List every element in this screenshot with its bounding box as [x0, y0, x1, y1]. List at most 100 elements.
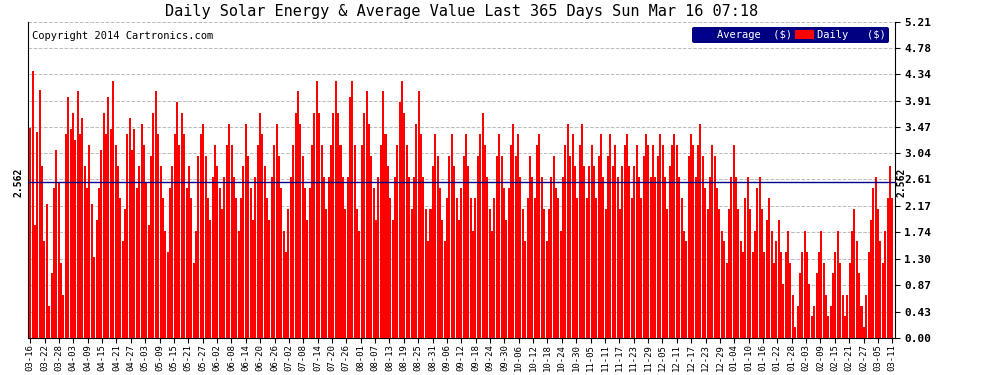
- Bar: [809, 284, 811, 338]
- Bar: [821, 231, 823, 338]
- Bar: [465, 134, 467, 338]
- Bar: [510, 145, 512, 338]
- Bar: [649, 177, 651, 338]
- Bar: [626, 134, 628, 338]
- Bar: [100, 150, 102, 338]
- Bar: [622, 166, 624, 338]
- Bar: [299, 123, 301, 338]
- Bar: [261, 134, 263, 338]
- Bar: [472, 231, 474, 338]
- Bar: [721, 231, 723, 338]
- Bar: [501, 156, 503, 338]
- Bar: [719, 209, 721, 338]
- Bar: [641, 198, 643, 338]
- Bar: [115, 145, 117, 338]
- Bar: [830, 306, 832, 338]
- Bar: [848, 263, 850, 338]
- Bar: [323, 177, 325, 338]
- Bar: [259, 113, 261, 338]
- Bar: [415, 123, 418, 338]
- Bar: [450, 134, 452, 338]
- Bar: [816, 273, 818, 338]
- Bar: [486, 177, 488, 338]
- Bar: [207, 198, 209, 338]
- Bar: [292, 145, 294, 338]
- Bar: [183, 134, 185, 338]
- Bar: [226, 145, 228, 338]
- Bar: [602, 177, 604, 338]
- Bar: [188, 166, 190, 338]
- Bar: [773, 263, 775, 338]
- Bar: [775, 242, 777, 338]
- Bar: [782, 284, 784, 338]
- Bar: [569, 156, 571, 338]
- Bar: [79, 134, 81, 338]
- Bar: [439, 188, 441, 338]
- Bar: [754, 231, 756, 338]
- Bar: [503, 188, 505, 338]
- Bar: [532, 177, 534, 338]
- Bar: [55, 150, 57, 338]
- Bar: [867, 252, 869, 338]
- Bar: [498, 134, 500, 338]
- Bar: [550, 177, 552, 338]
- Bar: [600, 134, 602, 338]
- Bar: [619, 209, 621, 338]
- Bar: [141, 123, 143, 338]
- Bar: [513, 123, 515, 338]
- Bar: [238, 231, 240, 338]
- Bar: [302, 156, 304, 338]
- Bar: [387, 166, 389, 338]
- Bar: [735, 177, 737, 338]
- Bar: [813, 306, 815, 338]
- Bar: [527, 198, 529, 338]
- Bar: [280, 188, 282, 338]
- Legend: Average  ($), Daily   ($): Average ($), Daily ($): [692, 27, 889, 44]
- Bar: [763, 252, 765, 338]
- Bar: [877, 209, 879, 338]
- Bar: [164, 231, 166, 338]
- Bar: [358, 231, 360, 338]
- Bar: [571, 134, 573, 338]
- Bar: [448, 156, 450, 338]
- Bar: [846, 295, 848, 338]
- Bar: [351, 81, 353, 338]
- Bar: [37, 132, 39, 338]
- Bar: [707, 209, 709, 338]
- Bar: [96, 220, 98, 338]
- Bar: [837, 231, 839, 338]
- Bar: [668, 166, 670, 338]
- Bar: [285, 252, 287, 338]
- Bar: [700, 123, 702, 338]
- Bar: [432, 166, 434, 338]
- Bar: [340, 145, 342, 338]
- Bar: [605, 209, 607, 338]
- Bar: [547, 209, 549, 338]
- Bar: [430, 209, 432, 338]
- Bar: [740, 242, 742, 338]
- Bar: [249, 188, 251, 338]
- Bar: [131, 150, 133, 338]
- Bar: [275, 123, 277, 338]
- Bar: [311, 145, 313, 338]
- Bar: [595, 198, 597, 338]
- Bar: [375, 220, 377, 338]
- Text: 2.562: 2.562: [14, 168, 24, 197]
- Bar: [555, 188, 557, 338]
- Bar: [122, 242, 124, 338]
- Bar: [517, 134, 519, 338]
- Bar: [251, 220, 253, 338]
- Bar: [545, 242, 547, 338]
- Bar: [173, 134, 176, 338]
- Bar: [384, 134, 386, 338]
- Bar: [489, 209, 491, 338]
- Bar: [875, 177, 877, 338]
- Bar: [493, 198, 495, 338]
- Bar: [212, 177, 214, 338]
- Bar: [406, 145, 408, 338]
- Bar: [52, 188, 55, 338]
- Bar: [544, 209, 545, 338]
- Bar: [248, 156, 249, 338]
- Bar: [787, 231, 789, 338]
- Bar: [702, 156, 704, 338]
